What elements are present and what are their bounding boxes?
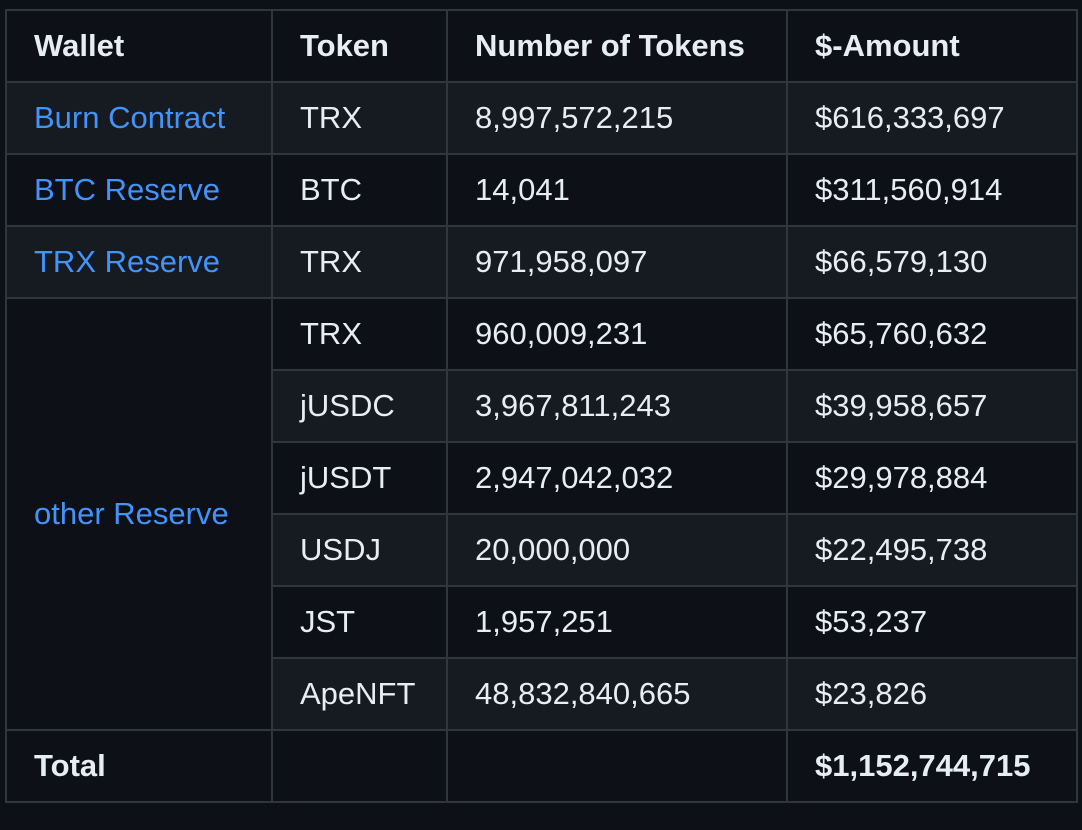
header-amount: $-Amount [786, 9, 1078, 83]
amount-cell: $616,333,697 [786, 81, 1078, 155]
total-tokens-cell [446, 729, 788, 803]
wallet-cell: TRX Reserve [5, 225, 273, 299]
tokens-cell: 8,997,572,215 [446, 81, 788, 155]
amount-cell: $22,495,738 [786, 513, 1078, 587]
wallet-link-burn-contract[interactable]: Burn Contract [34, 100, 226, 135]
tokens-cell: 20,000,000 [446, 513, 788, 587]
total-row: Total $1,152,744,715 [5, 729, 1078, 803]
token-cell: TRX [271, 225, 448, 299]
tokens-cell: 960,009,231 [446, 297, 788, 371]
table-row: JST 1,957,251 $53,237 [6, 585, 1078, 659]
token-cell: JST [271, 585, 448, 659]
wallet-cell: Burn Contract [5, 81, 273, 155]
table-row: BTC Reserve BTC 14,041 $311,560,914 [5, 153, 1078, 227]
table-row: Burn Contract TRX 8,997,572,215 $616,333… [5, 81, 1078, 155]
table-row: USDJ 20,000,000 $22,495,738 [6, 513, 1078, 587]
tokens-cell: 2,947,042,032 [446, 441, 788, 515]
total-label: Total [5, 729, 273, 803]
table-row: jUSDC 3,967,811,243 $39,958,657 [6, 369, 1078, 443]
token-cell: ApeNFT [271, 657, 448, 731]
wallet-cell: BTC Reserve [5, 153, 273, 227]
wallet-cell-other-reserve: other Reserve [5, 297, 273, 731]
token-cell: jUSDT [271, 441, 448, 515]
amount-cell: $66,579,130 [786, 225, 1078, 299]
wallet-link-btc-reserve[interactable]: BTC Reserve [34, 172, 221, 207]
tokens-cell: 14,041 [446, 153, 788, 227]
token-cell: TRX [271, 81, 448, 155]
wallet-link-trx-reserve[interactable]: TRX Reserve [34, 244, 221, 279]
amount-cell: $65,760,632 [786, 297, 1078, 371]
total-amount: $1,152,744,715 [786, 729, 1078, 803]
table-row: other Reserve TRX 960,009,231 $65,760,63… [5, 297, 1078, 731]
token-cell: jUSDC [271, 369, 448, 443]
amount-cell: $23,826 [786, 657, 1078, 731]
tokens-cell: 3,967,811,243 [446, 369, 788, 443]
tokens-cell: 1,957,251 [446, 585, 788, 659]
amount-cell: $311,560,914 [786, 153, 1078, 227]
amount-cell: $53,237 [786, 585, 1078, 659]
header-wallet: Wallet [5, 9, 273, 83]
table-row: jUSDT 2,947,042,032 $29,978,884 [6, 441, 1078, 515]
tokens-cell: 971,958,097 [446, 225, 788, 299]
header-row: Wallet Token Number of Tokens $-Amount [5, 9, 1078, 83]
wallet-link-other-reserve[interactable]: other Reserve [34, 496, 229, 531]
total-token-cell [271, 729, 448, 803]
table-row: ApeNFT 48,832,840,665 $23,826 [6, 657, 1078, 731]
table-row: TRX Reserve TRX 971,958,097 $66,579,130 [5, 225, 1078, 299]
tokens-cell: 48,832,840,665 [446, 657, 788, 731]
header-token: Token [271, 9, 448, 83]
token-cell: TRX [271, 297, 448, 371]
reserves-table: Wallet Token Number of Tokens $-Amount B… [5, 9, 1078, 803]
amount-cell: $29,978,884 [786, 441, 1078, 515]
token-cell: BTC [271, 153, 448, 227]
token-cell: USDJ [271, 513, 448, 587]
header-number-of-tokens: Number of Tokens [446, 9, 788, 83]
amount-cell: $39,958,657 [786, 369, 1078, 443]
